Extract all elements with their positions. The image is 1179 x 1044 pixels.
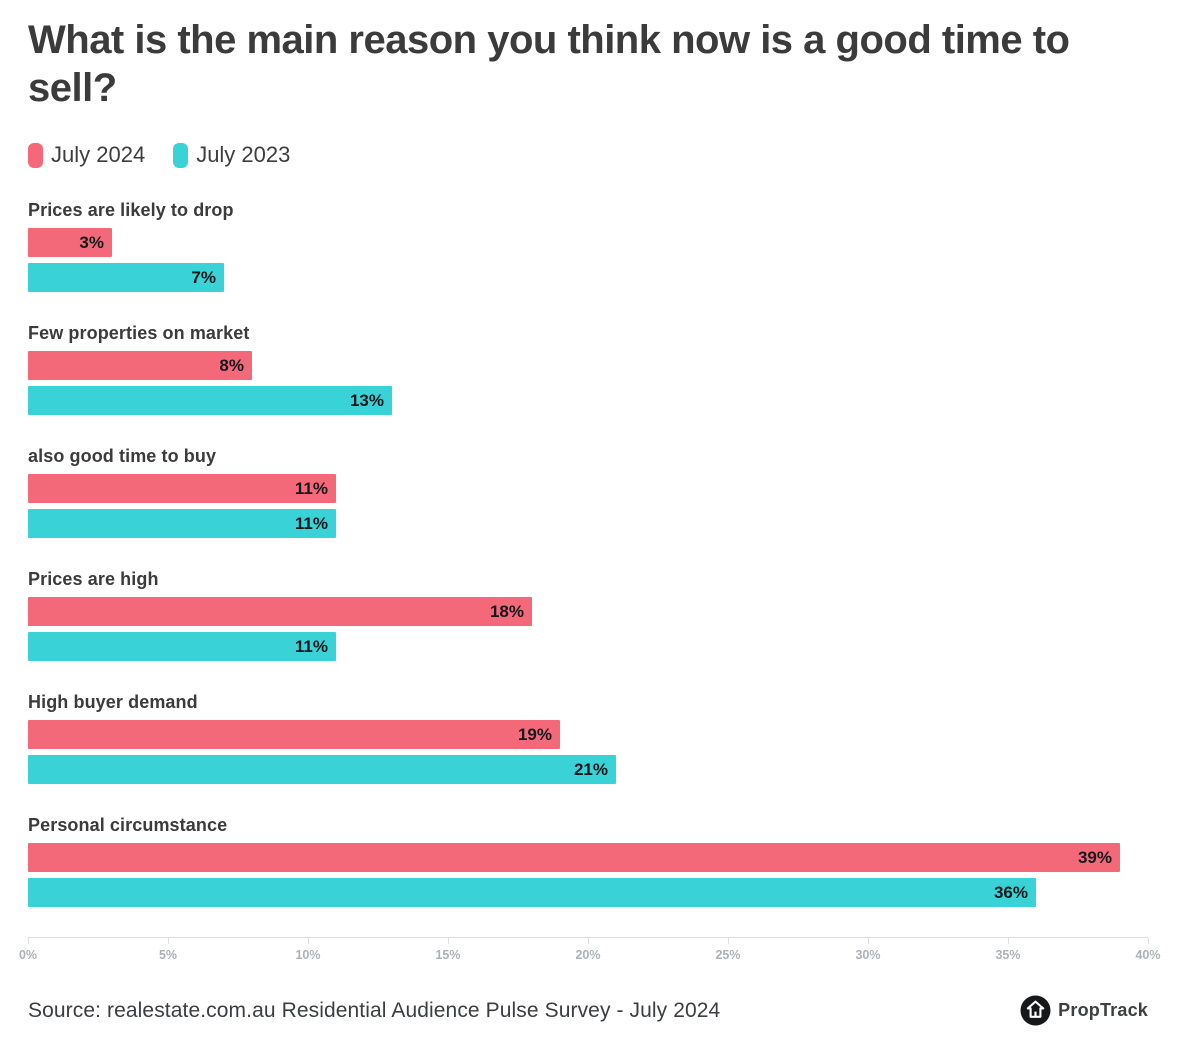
legend-label: July 2024 bbox=[51, 142, 146, 167]
axis-tick-mark bbox=[1148, 938, 1149, 944]
category-group: also good time to buy 11% 11% bbox=[28, 446, 1148, 538]
category-label: Few properties on market bbox=[28, 323, 250, 343]
bar-july-2024: 19% bbox=[28, 720, 560, 749]
category-label: High buyer demand bbox=[28, 692, 198, 712]
axis-tick-mark bbox=[868, 938, 869, 944]
category-label: Prices are likely to drop bbox=[28, 200, 234, 220]
proptrack-brand: PropTrack bbox=[1020, 995, 1148, 1026]
axis-tick-mark bbox=[28, 938, 29, 944]
bar-july-2024: 3% bbox=[28, 228, 112, 257]
axis-tick-label: 20% bbox=[575, 948, 601, 962]
legend-item: July 2023 bbox=[173, 142, 290, 168]
bar-july-2024: 8% bbox=[28, 351, 252, 380]
axis-tick-mark bbox=[1008, 938, 1009, 944]
axis-tick-label: 15% bbox=[435, 948, 461, 962]
axis-tick-label: 25% bbox=[715, 948, 741, 962]
axis-tick-mark bbox=[588, 938, 589, 944]
axis-tick-label: 5% bbox=[158, 948, 178, 962]
axis-tick-mark bbox=[168, 938, 169, 944]
bar-value-label: 3% bbox=[79, 232, 104, 252]
bar-july-2023: 21% bbox=[28, 755, 616, 784]
axis-tick-label: 30% bbox=[855, 948, 881, 962]
legend-item: July 2024 bbox=[28, 142, 145, 168]
brand-name: PropTrack bbox=[1058, 1000, 1148, 1020]
bar-july-2024: 11% bbox=[28, 474, 336, 503]
bar-july-2023: 11% bbox=[28, 509, 336, 538]
bar-value-label: 11% bbox=[294, 636, 328, 656]
bar-july-2023: 11% bbox=[28, 632, 336, 661]
chart-title: What is the main reason you think now is… bbox=[28, 18, 1070, 110]
bar-july-2024: 18% bbox=[28, 597, 532, 626]
proptrack-house-icon bbox=[1020, 995, 1051, 1026]
axis-tick-label: 35% bbox=[995, 948, 1021, 962]
chart-legend: July 2024 July 2023 bbox=[28, 142, 1148, 168]
axis-tick-mark bbox=[728, 938, 729, 944]
bar-july-2023: 7% bbox=[28, 263, 224, 292]
category-group: Prices are likely to drop 3% 7% bbox=[28, 200, 1148, 292]
bar-value-label: 39% bbox=[1077, 847, 1112, 867]
bar-july-2023: 13% bbox=[28, 386, 392, 415]
axis-tick-label: 40% bbox=[1135, 948, 1161, 962]
axis-tick-label: 10% bbox=[295, 948, 321, 962]
category-group: Few properties on market 8% 13% bbox=[28, 323, 1148, 415]
bar-value-label: 11% bbox=[294, 513, 328, 533]
category-label: Prices are high bbox=[28, 569, 159, 589]
category-label: also good time to buy bbox=[28, 446, 217, 466]
bar-value-label: 36% bbox=[993, 882, 1028, 902]
bar-value-label: 11% bbox=[294, 478, 328, 498]
category-group: Prices are high 18% 11% bbox=[28, 569, 1148, 661]
axis-tick-mark bbox=[448, 938, 449, 944]
axis-tick-mark bbox=[308, 938, 309, 944]
source-attribution: Source: realestate.com.au Residential Au… bbox=[28, 998, 721, 1022]
category-group: High buyer demand 19% 21% bbox=[28, 692, 1148, 784]
bar-value-label: 18% bbox=[489, 601, 524, 621]
category-label: Personal circumstance bbox=[28, 815, 228, 835]
category-group: Personal circumstance 39% 36% bbox=[28, 815, 1148, 907]
bar-value-label: 19% bbox=[517, 724, 552, 744]
bar-value-label: 8% bbox=[219, 355, 244, 375]
bar-value-label: 21% bbox=[573, 759, 608, 779]
bar-value-label: 13% bbox=[349, 390, 384, 410]
bar-july-2024: 39% bbox=[28, 843, 1120, 872]
bar-july-2023: 36% bbox=[28, 878, 1036, 907]
legend-swatch-icon bbox=[28, 142, 43, 168]
footer: Source: realestate.com.au Residential Au… bbox=[28, 995, 1148, 1026]
x-axis: 0% 5% 10% 15% 20% 25% 30% 35% 40% bbox=[19, 937, 1161, 981]
legend-swatch-icon bbox=[173, 142, 189, 168]
axis-tick-label: 0% bbox=[18, 948, 38, 962]
bar-value-label: 7% bbox=[191, 267, 216, 287]
legend-label: July 2023 bbox=[196, 142, 291, 167]
bar-chart: Prices are likely to drop 3% 7% Few propert… bbox=[28, 200, 1148, 907]
